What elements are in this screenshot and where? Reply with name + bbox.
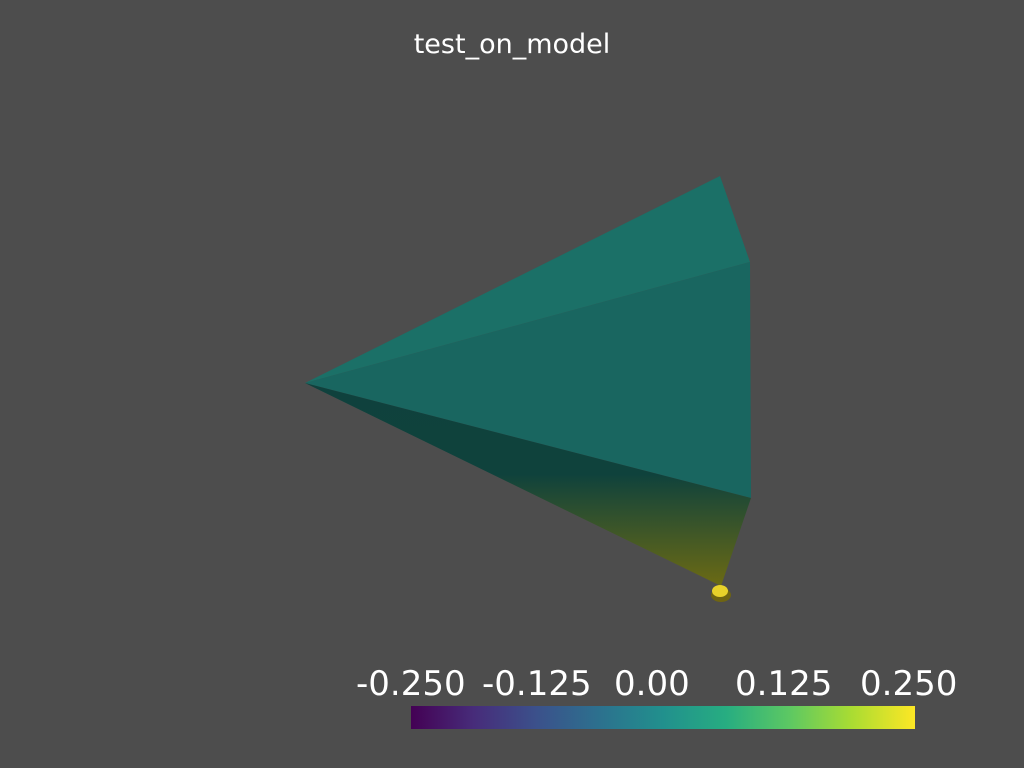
mesh-face-middle — [305, 262, 751, 498]
point-marker — [712, 585, 728, 597]
colorbar-tick-label: 0.250 — [860, 664, 958, 704]
colorbar-tick-label: 0.00 — [614, 664, 690, 704]
mesh-face-top — [305, 176, 750, 383]
colorbar-tick-label: -0.125 — [482, 664, 592, 704]
plot-title: test_on_model — [413, 29, 611, 60]
mesh-face-bottom — [305, 383, 751, 586]
colorbar — [411, 706, 915, 729]
colorbar-tick-label: 0.125 — [735, 664, 833, 704]
colorbar-tick-label: -0.250 — [356, 664, 466, 704]
